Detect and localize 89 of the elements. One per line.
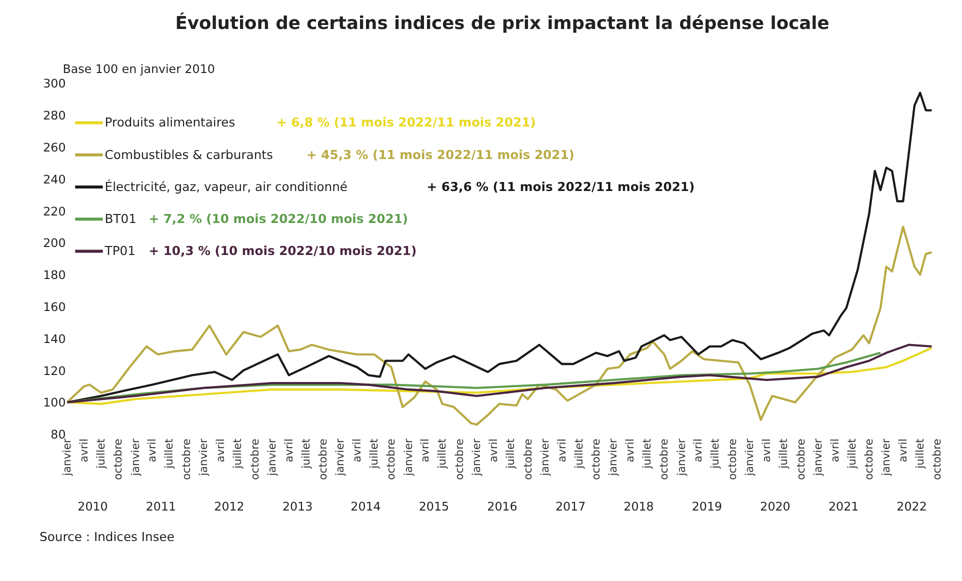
x-tick-label: juillet: [572, 438, 586, 470]
y-axis-title: Base 100 en janvier 2010: [62, 62, 215, 76]
y-tick-label: 160: [43, 300, 66, 314]
x-tick-label: avril: [555, 438, 568, 462]
x-tick-label: juillet: [94, 438, 108, 470]
x-tick-label: juillet: [845, 438, 858, 470]
x-tick-label: janvier: [538, 438, 552, 477]
x-tick-label: janvier: [812, 438, 825, 477]
x-tick-label: avril: [146, 438, 159, 462]
x-tick-label: janvier: [743, 438, 756, 477]
x-tick-label: octobre: [248, 438, 262, 480]
x-tick-label: juillet: [708, 438, 722, 470]
x-tick-label: avril: [487, 438, 500, 462]
x-tick-label: octobre: [862, 438, 876, 480]
x-tick-label: janvier: [402, 438, 415, 477]
annotation: + 10,3 % (10 mois 2022/10 mois 2021): [148, 244, 417, 258]
x-tick-label: janvier: [266, 438, 278, 477]
text: 2015: [418, 499, 450, 514]
x-tick-label: janvier: [674, 438, 688, 477]
y-tick-label: 200: [43, 236, 66, 250]
x-tick-label: juillet: [162, 438, 176, 470]
line-series: [66, 226, 933, 426]
legend-label: TP01: [104, 244, 136, 258]
y-tick-label: 300: [43, 76, 66, 91]
x-tick-label: avril: [418, 438, 432, 462]
text: 2021: [828, 499, 859, 514]
x-tick-label: juillet: [231, 438, 244, 470]
x-tick-label: janvier: [470, 438, 484, 477]
text: 2019: [692, 499, 722, 514]
x-tick-label: avril: [896, 438, 910, 462]
text: 2020: [760, 499, 790, 514]
x-tick-label: avril: [760, 438, 774, 462]
text: 2018: [624, 499, 654, 514]
text: 2012: [214, 499, 244, 514]
x-tick-label: janvier: [334, 438, 347, 477]
x-tick-label: juillet: [914, 438, 927, 470]
x-tick-label: octobre: [521, 438, 534, 480]
x-tick-label: juillet: [777, 438, 790, 470]
x-tick-label: octobre: [726, 438, 739, 480]
x-tick-label: octobre: [658, 438, 671, 480]
y-tick-label: 120: [43, 364, 66, 378]
text: 2014: [350, 499, 381, 514]
y-tick-label: 180: [43, 268, 66, 282]
annotation: + 6,8 % (11 mois 2022/11 mois 2021): [276, 116, 536, 130]
x-tick-label: octobre: [930, 438, 944, 480]
x-tick-label: avril: [78, 438, 91, 462]
x-tick-label: octobre: [794, 438, 808, 480]
legend-label: Électricité, gaz, vapeur, air conditionné: [104, 178, 348, 194]
annotation: + 7,2 % (10 mois 2022/10 mois 2021): [148, 212, 408, 226]
x-tick-label: octobre: [112, 438, 125, 480]
legend-label: Produits alimentaires: [104, 116, 236, 130]
y-tick-label: 280: [43, 108, 66, 123]
x-tick-label: janvier: [606, 438, 620, 477]
text: 2017: [555, 499, 586, 514]
y-tick-label: 220: [43, 204, 66, 218]
y-tick-label: 100: [43, 396, 66, 410]
annotation: + 45,3 % (11 mois 2022/11 mois 2021): [306, 148, 574, 162]
x-tick-label: juillet: [299, 438, 312, 470]
x-tick-label: avril: [350, 438, 364, 462]
x-tick-label: avril: [828, 438, 842, 462]
x-tick-label: janvier: [128, 438, 142, 477]
legend-label: Combustibles & carburants: [104, 148, 273, 162]
x-tick-label: juillet: [504, 438, 518, 470]
x-tick-label: octobre: [180, 438, 193, 480]
x-tick-label: janvier: [197, 438, 210, 477]
text: 2010: [78, 499, 108, 514]
text: 2016: [487, 499, 518, 514]
x-tick-label: octobre: [452, 438, 466, 480]
text: 2011: [146, 499, 176, 514]
y-tick-label: 240: [43, 172, 66, 186]
x-tick-label: avril: [214, 438, 228, 462]
x-tick-label: janvier: [880, 438, 893, 477]
y-tick-label: 260: [43, 140, 66, 154]
x-tick-label: avril: [282, 438, 296, 462]
y-tick-label: 140: [43, 332, 66, 346]
x-tick-label: octobre: [384, 438, 398, 480]
x-tick-label: juillet: [436, 438, 449, 470]
x-tick-label: avril: [692, 438, 705, 462]
x-tick-label: octobre: [590, 438, 603, 480]
x-tick-label: octobre: [316, 438, 330, 480]
annotation: + 63,6 % (11 mois 2022/11 mois 2021): [426, 180, 695, 194]
x-tick-label: juillet: [640, 438, 654, 470]
text: 2022: [896, 499, 927, 514]
x-tick-label: avril: [624, 438, 637, 462]
chart-title: Évolution de certains indices de prix impactant la dépense locale: [175, 12, 830, 34]
legend-label: BT01: [104, 212, 137, 226]
source-note: Source : Indices Insee: [40, 530, 174, 544]
x-tick-label: juillet: [368, 438, 381, 470]
text: 2013: [282, 499, 313, 514]
